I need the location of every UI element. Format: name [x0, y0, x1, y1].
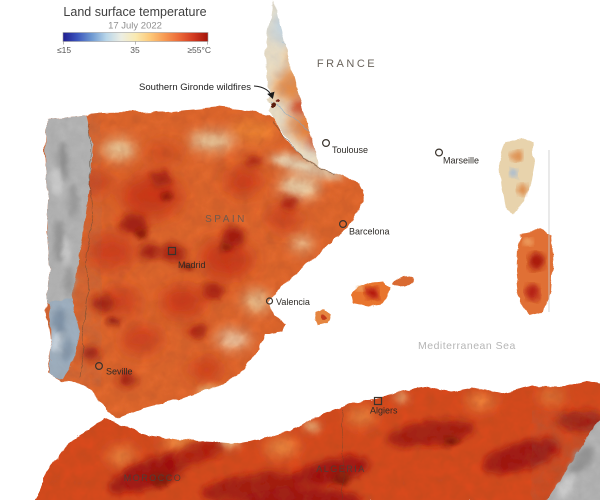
wildfire-arrow-icon: [253, 85, 275, 100]
city-label-barcelona: Barcelona: [349, 227, 390, 237]
city-label-algiers: Algiers: [370, 406, 398, 416]
france-spain-border: [271, 119, 335, 173]
city-marker-seville: [94, 362, 103, 371]
legend: Land surface temperature 17 July 2022 ≤1…: [0, 0, 262, 64]
city-marker-marseille: [435, 148, 444, 157]
portugal-spain-border: [77, 121, 92, 376]
legend-colorbar: [62, 32, 209, 42]
city-label-madrid: Madrid: [178, 260, 206, 270]
country-label-morocco: MOROCCO: [124, 473, 183, 483]
balearic-islands: [314, 274, 413, 324]
city-marker-valencia: [265, 297, 274, 305]
legend-title: Land surface temperature: [63, 5, 206, 19]
sardinia-island: [515, 228, 552, 314]
city-marker-toulouse: [322, 139, 331, 148]
city-label-seville: Seville: [106, 367, 133, 377]
menorca-island: [393, 274, 413, 286]
city-label-marseille: Marseille: [443, 156, 479, 166]
city-markers: Toulouse Marseille Barcelona Madrid Vale…: [94, 139, 479, 416]
legend-tick-max: ≥55°C: [187, 45, 211, 55]
city-marker-madrid: [167, 246, 177, 256]
legend-date: 17 July 2022: [108, 21, 162, 32]
wildfire-annotation: Southern Gironde wildfires: [139, 82, 275, 100]
city-label-toulouse: Toulouse: [332, 145, 368, 155]
city-marker-barcelona: [339, 220, 348, 229]
city-marker-algiers: [373, 396, 383, 406]
legend-tick-mid: 35: [130, 45, 140, 55]
legend-tick-min: ≤15: [57, 45, 71, 55]
country-label-france: FRANCE: [317, 58, 377, 70]
legend-background: [0, 0, 262, 64]
wildfire-annotation-label: Southern Gironde wildfires: [139, 82, 251, 93]
city-label-valencia: Valencia: [276, 297, 310, 307]
corsica-island: [498, 136, 534, 214]
morocco-algeria-border: [339, 407, 343, 500]
wildfire-burn-scar: [269, 101, 275, 107]
country-label-algeria: ALGERIA: [316, 464, 366, 474]
country-label-spain: SPAIN: [205, 214, 247, 225]
sea-label-mediterranean: Mediterranean Sea: [418, 340, 516, 352]
